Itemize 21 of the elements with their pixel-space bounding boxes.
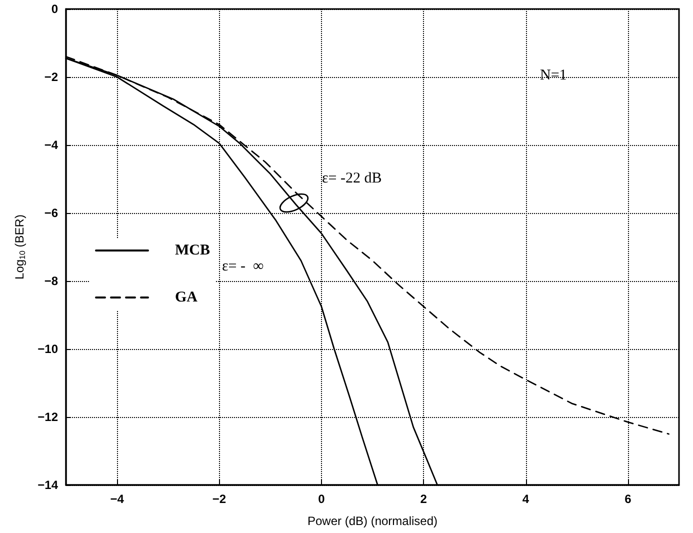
y-tick-label: −4 [44, 138, 58, 152]
y-axis-title: Log10 (BER) [12, 214, 28, 280]
x-tick-label: −4 [110, 492, 124, 506]
annotation: N=1 [540, 68, 567, 84]
legend-label: MCB [175, 242, 210, 258]
x-tick-label: 2 [420, 492, 428, 506]
y-tick-label: −14 [38, 478, 58, 492]
x-tick-label: 4 [522, 492, 530, 506]
x-axis-title: Power (dB) (normalised) [307, 514, 438, 528]
x-tick-label: 6 [624, 492, 632, 506]
y-tick-label: −10 [38, 342, 58, 356]
x-tick-label: −2 [212, 492, 226, 506]
annotation: ε= - ∞ [222, 258, 264, 274]
legend-label: GA [175, 290, 198, 306]
y-tick-label: −12 [38, 410, 58, 424]
y-tick-label: 0 [51, 2, 58, 16]
annotation: ε= -22 dB [322, 170, 382, 186]
y-tick-label: −2 [44, 70, 58, 84]
y-tick-label: −6 [44, 206, 58, 220]
x-tick-label: 0 [318, 492, 326, 506]
y-tick-label: −8 [44, 274, 58, 288]
